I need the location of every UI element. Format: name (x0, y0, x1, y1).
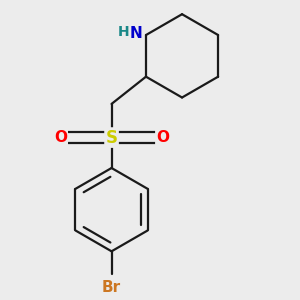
Text: O: O (156, 130, 169, 145)
Text: S: S (106, 129, 118, 147)
Text: Br: Br (102, 280, 121, 295)
Text: N: N (130, 26, 143, 41)
Text: O: O (54, 130, 67, 145)
Text: H: H (118, 26, 129, 40)
